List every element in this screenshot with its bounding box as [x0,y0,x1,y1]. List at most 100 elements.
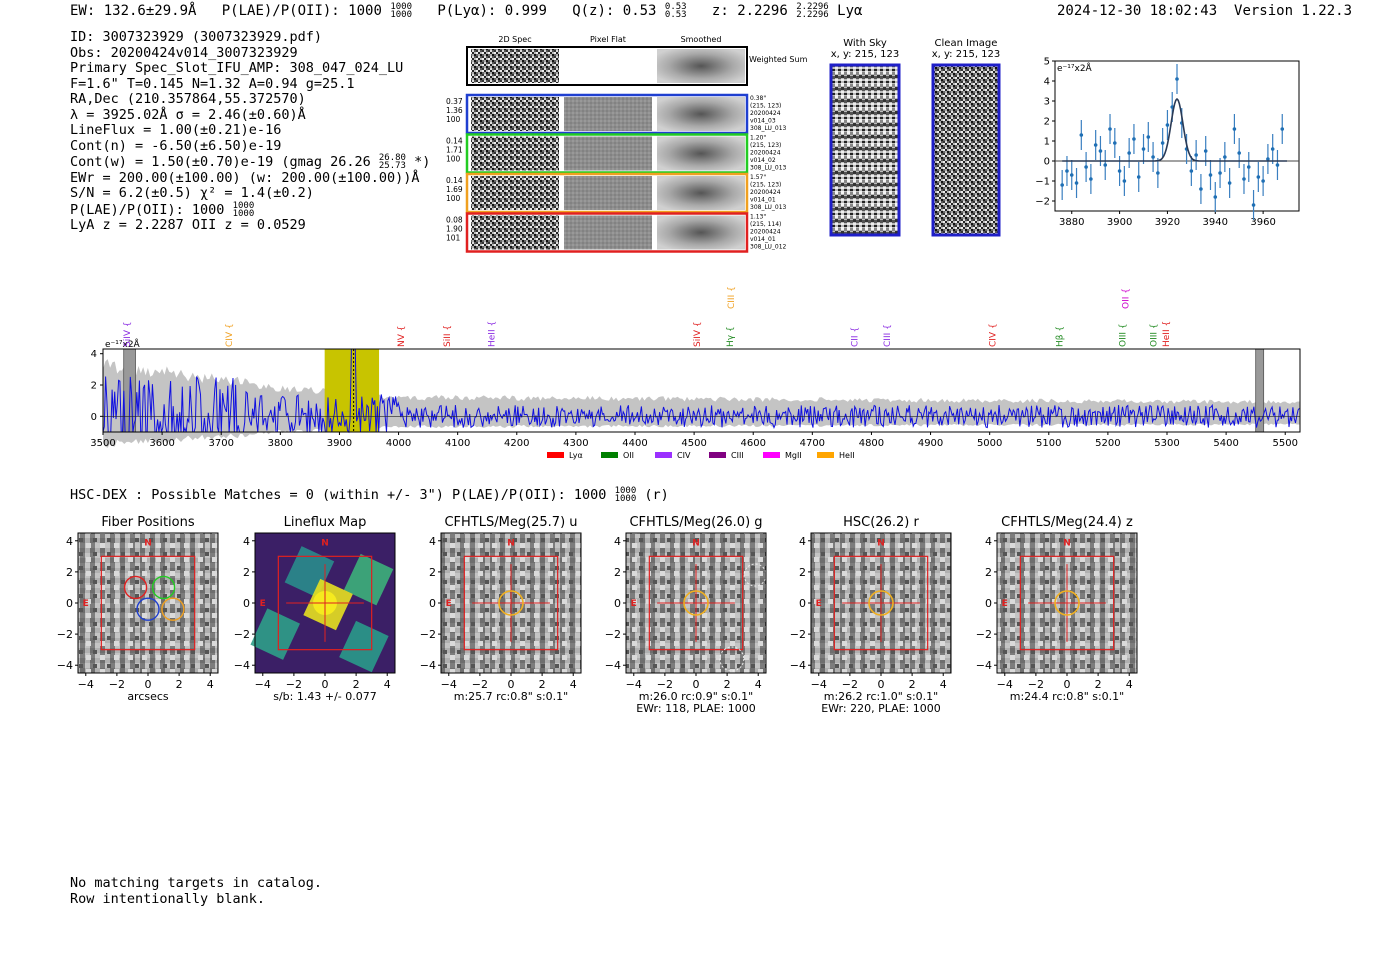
panel-fiber: Fiber Positions N E 4 2 0 −2 −4 −4 −2 0 2 4 arcsecs [57,515,219,703]
spectrum-line-label: SiII { [443,325,453,347]
fiber-circle [123,575,148,600]
spectrum-line-label: OIII { [1119,323,1129,347]
cutout-meta: v014_01 [750,197,776,204]
legend-swatch [817,452,834,458]
zoom-data-point [1227,181,1232,185]
east-label: E [631,599,637,609]
panel-caption-2: EWr: 118, PLAE: 1000 [636,702,756,715]
legend-label: MgII [785,451,802,460]
panel-xtick-label: −2 [109,678,125,691]
cutout-meta: v014_02 [750,157,776,164]
cutout-meta: 20200424 [750,150,781,157]
legend-swatch [763,452,780,458]
spectrum-line-label: SiIV { [123,321,133,347]
cutout-stat: 0.37 [446,97,463,106]
info-ewr: EWr = 200.00(±100.00) (w: 200.00(±100.00… [70,169,420,186]
panel-xtick-label: 4 [207,678,214,691]
panel-xtick-label: −4 [997,678,1013,691]
panel-xtick-label: 2 [353,678,360,691]
legend-swatch [655,452,672,458]
panel-xtick-label: −4 [78,678,94,691]
cutout-meta: (215, 123) [750,182,781,189]
zoom-data-point [1084,165,1088,169]
panel-xtick-label: −2 [472,678,488,691]
cutout-meta: 308_LU_012 [750,244,787,251]
panel-ytick-label: −2 [976,628,992,641]
panel-image-texture [78,533,218,673]
spectrum-xtick-label: 3500 [90,438,115,449]
panel-ytick-label: 4 [429,535,436,548]
zoom-data-point [1194,153,1198,157]
cutout-2d [471,97,559,131]
panel-xtick-label: 0 [1064,678,1071,691]
clean-image [931,63,1001,237]
panel-ytick-label: −4 [790,659,806,672]
cutout-smoothed [657,176,745,210]
cutout-stat: 0.14 [446,137,463,146]
spectrum-xtick-label: 4100 [445,438,470,449]
panel-xtick-label: 2 [724,678,731,691]
header-plae: P(LAE)/P(OII): 1000 [221,3,382,19]
cutout-stat: 1.69 [446,185,463,194]
info-sn: S/N = 6.2(±0.5) χ² = 1.4(±0.2) [70,185,314,201]
legend-swatch [709,452,726,458]
zoom-data-point [1113,141,1117,145]
cutout-2d [471,176,559,210]
header-right: 2024-12-30 18:02:43 Version 1.22.3 [1057,3,1352,19]
fiber-cutouts: 2D Spec Pixel Flat Smoothed Weighted Sum… [446,35,808,253]
panel-ytick-label: 0 [429,597,436,610]
weighted-sum-label: Weighted Sum [749,55,808,64]
zoom-data-point [1208,173,1213,177]
cutout-meta: 1.20" [750,135,766,142]
panel-ytick-label: −4 [234,659,250,672]
spectrum-xtick-label: 3800 [268,438,293,449]
spectrum-trace [102,348,1300,434]
spectrum-axes-frame [102,348,1301,433]
zoom-data-point [1074,181,1079,185]
cutout-stat: 1.36 [446,106,463,115]
east-label: E [1002,599,1008,609]
spectrum-line-label: CIV { [225,323,235,347]
spectrum-xtick-label: 3600 [149,438,174,449]
panel-ytick-label: 0 [614,597,621,610]
cutout-stat: 100 [446,194,461,203]
version: Version 1.22.3 [1234,3,1353,19]
panel-ytick-label: −2 [790,628,806,641]
zoom-ytick-label: 5 [1044,57,1050,68]
panel-title: CFHTLS/Meg(25.7) u [444,515,577,530]
spectrum-line-label: CIII { [727,286,737,309]
spectrum-line-label: HeII { [1162,321,1172,347]
panel-ytick-label: 4 [243,535,250,548]
spectrum-xtick-label: 4000 [386,438,411,449]
panel-ytick-label: −2 [57,628,73,641]
spectrum-line-label: CIV { [989,323,999,347]
spectrum-ytick-label: 0 [91,412,97,423]
cutout-flat [564,97,652,131]
panel-ytick-label: 0 [985,597,992,610]
zoom-fit-curve [1062,97,1287,162]
spectrum-line-label: CIII { [883,324,893,347]
legend-label: Lyα [569,451,583,460]
header-ew: EW: 132.6±29.9Å [70,3,197,19]
panel-title: CFHTLS/Meg(24.4) z [1001,515,1133,530]
panel-xtick-label: 0 [145,678,152,691]
zoom-data-point [1098,149,1103,153]
cutout-smoothed [657,136,745,171]
zoom-data-point [1165,123,1170,127]
panel-ytick-label: 4 [799,535,806,548]
panel-xtick-label: −4 [441,678,457,691]
panel-caption: s/b: 1.43 +/- 0.077 [273,690,377,703]
spectrum-xtick-label: 4600 [740,438,765,449]
spectrum-xtick-label: 3700 [208,438,233,449]
source-aperture [868,590,894,616]
spectrum-line-label: Hβ { [1055,326,1065,347]
zoom-axes-frame [1054,60,1300,212]
zoom-data-point [1117,169,1122,173]
sky-images [829,63,1001,237]
full-spectrum-chart: 4 2 0 3500 3600 3700 3800 3900 4000 4100 4200 4300 4… [90,286,1301,460]
north-label: N [507,539,515,549]
panel-ytick-label: 2 [243,566,250,579]
